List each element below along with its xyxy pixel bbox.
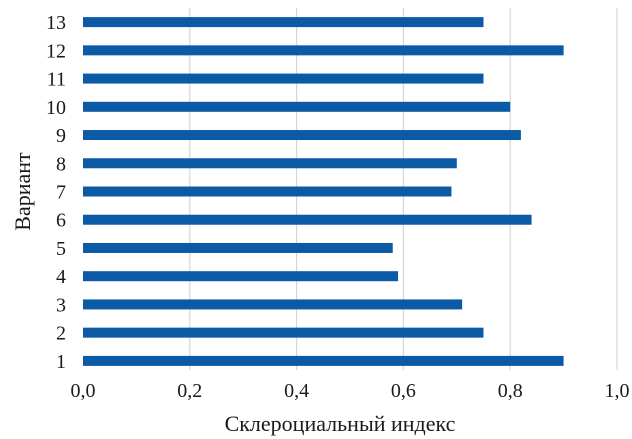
bars [83, 17, 564, 366]
y-tick-label: 11 [47, 69, 66, 91]
bar-9 [83, 130, 521, 141]
bar-13 [83, 17, 484, 28]
y-tick-label: 3 [56, 294, 66, 316]
bar-8 [83, 158, 457, 169]
bar-3 [83, 299, 463, 310]
bar-2 [83, 327, 484, 338]
y-tick-label: 7 [56, 182, 66, 204]
bar-6 [83, 214, 532, 225]
y-tick-label: 13 [46, 12, 66, 34]
y-tick-label: 1 [56, 351, 66, 373]
x-tick-label: 0,4 [284, 380, 309, 402]
y-tick-label: 9 [56, 125, 66, 147]
y-tick-label: 5 [56, 238, 66, 260]
y-tick-label: 6 [56, 210, 66, 232]
bar-4 [83, 271, 399, 282]
bar-5 [83, 242, 393, 253]
bar-7 [83, 186, 452, 197]
x-tick-label: 0,2 [177, 380, 202, 402]
x-tick-labels: 0,0 0,2 0,4 0,6 0,8 1,0 [71, 380, 630, 402]
x-tick-label: 1,0 [605, 380, 630, 402]
x-tick-label: 0,8 [498, 380, 523, 402]
y-tick-label: 4 [56, 266, 66, 288]
bar-1 [83, 355, 564, 366]
y-tick-label: 2 [56, 323, 66, 345]
x-tick-label: 0,6 [391, 380, 416, 402]
y-tick-label: 12 [46, 40, 66, 62]
y-axis-title: Вариант [10, 152, 35, 231]
x-tick-label: 0,0 [71, 380, 96, 402]
bar-10 [83, 101, 511, 112]
bar-12 [83, 45, 564, 56]
y-tick-label: 10 [46, 97, 66, 119]
x-axis-title: Склероциальный индекс [225, 411, 456, 436]
bar-11 [83, 73, 484, 84]
y-tick-label: 8 [56, 153, 66, 175]
